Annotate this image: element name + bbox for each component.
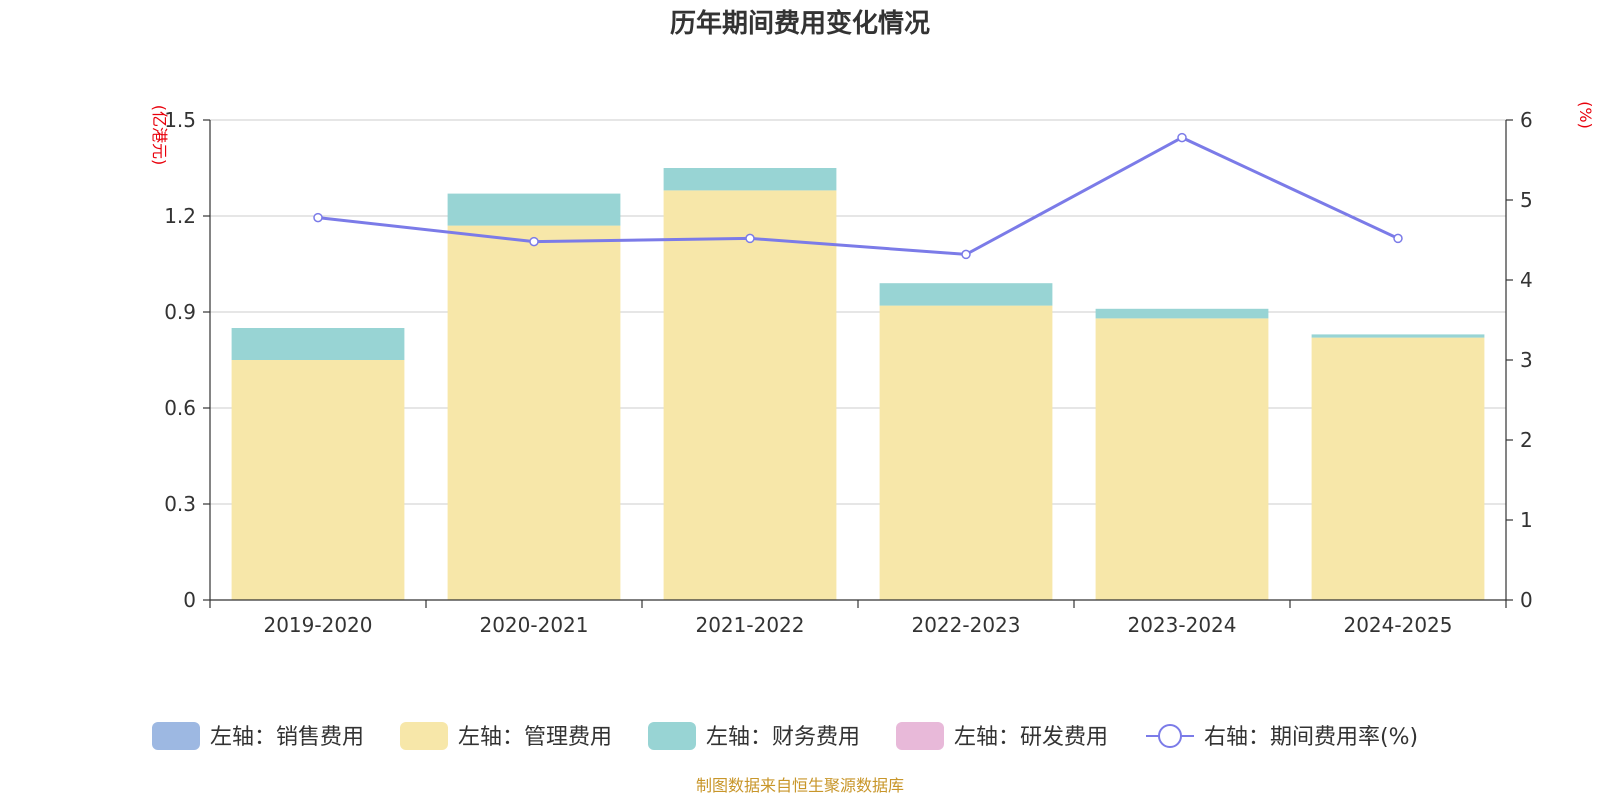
bar-segment: [879, 283, 1053, 306]
rate-point: [313, 212, 323, 223]
left-axis-tick-label: 0: [183, 588, 196, 612]
bar-segment: [663, 190, 837, 600]
x-axis-tick-label: 2021-2022: [695, 613, 804, 637]
x-axis-tick-label: 2023-2024: [1127, 613, 1236, 637]
legend-point-marker: [1158, 724, 1182, 748]
rate-point: [1177, 132, 1187, 143]
rate-point: [745, 233, 755, 244]
right-axis-tick-label: 5: [1520, 188, 1533, 212]
legend-label: 左轴：财务费用: [706, 725, 860, 750]
left-axis-tick-label: 1.5: [164, 108, 196, 132]
chart-title: 历年期间费用变化情况: [670, 8, 930, 39]
bar-segment: [879, 305, 1053, 600]
rate-point: [961, 249, 971, 260]
right-axis-tick-label: 3: [1520, 348, 1533, 372]
legend-swatch: [648, 722, 696, 750]
left-axis-tick-label: 0.9: [164, 300, 196, 324]
legend-label: 左轴：销售费用: [210, 725, 364, 750]
rate-point: [529, 236, 539, 247]
bar-segment: [231, 360, 405, 600]
bar-segment: [1095, 318, 1269, 600]
legend-label: 右轴：期间费用率(%): [1204, 725, 1418, 750]
right-axis-tick-label: 2: [1520, 428, 1533, 452]
left-axis-tick-label: 0.6: [164, 396, 196, 420]
bar-layer: [231, 168, 1485, 600]
gridlines: [210, 119, 1506, 505]
data-source-note: 制图数据来自恒生聚源数据库: [696, 776, 904, 795]
bar-segment: [447, 225, 621, 600]
legend-swatch: [896, 722, 944, 750]
rate-line: [317, 135, 1399, 256]
rate-line-layer: [313, 132, 1403, 260]
legend-label: 左轴：研发费用: [954, 725, 1108, 750]
left-axis-tick-label: 1.2: [164, 204, 196, 228]
legend-swatch: [152, 722, 200, 750]
bar-segment: [1095, 308, 1269, 319]
axes: 0 0.3 0.6 0.9 1.2 1.5 0 1 2 3 4 5 6 2019-2020 2020-202…: [164, 108, 1533, 637]
right-axis-tick-label: 1: [1520, 508, 1533, 532]
bar-segment: [663, 168, 837, 191]
x-axis-tick-label: 2020-2021: [479, 613, 588, 637]
right-axis-tick-label: 6: [1520, 108, 1533, 132]
bar-segment: [1311, 334, 1485, 338]
bar-segment: [231, 328, 405, 360]
left-axis-tick-label: 0.3: [164, 492, 196, 516]
bar-segment: [1311, 337, 1485, 600]
left-axis-unit: (亿港元): [150, 105, 169, 166]
legend-label: 左轴：管理费用: [458, 725, 612, 750]
legend: 左轴：销售费用 左轴：管理费用 左轴：财务费用 左轴：研发费用 右轴：期间费用率(%): [152, 722, 1418, 750]
right-axis-unit: (%): [1576, 101, 1595, 129]
right-axis-tick-label: 0: [1520, 588, 1533, 612]
right-axis-tick-label: 4: [1520, 268, 1533, 292]
x-axis-tick-label: 2022-2023: [911, 613, 1020, 637]
x-axis-tick-label: 2019-2020: [263, 613, 372, 637]
legend-swatch: [400, 722, 448, 750]
rate-point: [1393, 233, 1403, 244]
bar-segment: [447, 193, 621, 226]
x-axis-tick-label: 2024-2025: [1343, 613, 1452, 637]
